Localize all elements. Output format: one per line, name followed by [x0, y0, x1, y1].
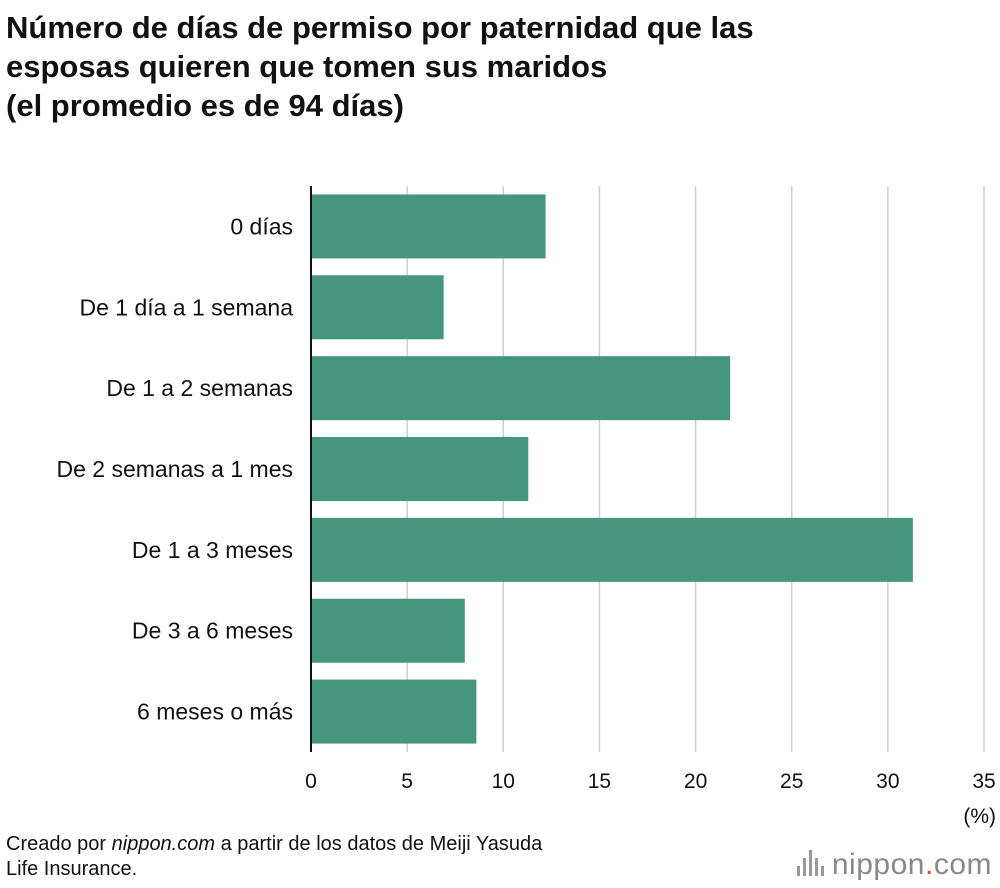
bar-1: [311, 194, 546, 259]
bar-2: [311, 275, 444, 340]
x-tick-label-0: 0: [305, 770, 317, 793]
bar-5: [311, 517, 913, 582]
x-tick-label-10: 10: [492, 770, 515, 793]
source-line-2: Life Insurance.: [6, 858, 138, 880]
logo-tld: com: [933, 848, 992, 881]
bar-3: [311, 356, 731, 421]
title-line-3: (el promedio es de 94 días): [6, 88, 404, 123]
category-label-1: 0 días: [230, 213, 293, 239]
source-site: nippon.com: [111, 833, 216, 855]
category-label-2: De 1 día a 1 semana: [79, 294, 293, 320]
bar-4: [311, 437, 529, 501]
bar-6: [311, 598, 465, 663]
category-label-5: De 1 a 3 meses: [132, 537, 293, 563]
logo-bars-icon: [796, 850, 824, 876]
logo-dot: .: [924, 848, 934, 881]
title-line-1: Número de días de permiso por paternidad…: [6, 10, 754, 45]
bar-7: [311, 679, 477, 744]
title-line-2: esposas quieren que tomen sus maridos: [6, 49, 608, 84]
nippon-logo: nippon. com: [796, 848, 992, 882]
source-prefix: Creado por: [6, 833, 112, 855]
x-tick-label-30: 30: [876, 770, 899, 793]
x-tick-label-5: 5: [401, 770, 413, 793]
chart-title: Número de días de permiso por paternidad…: [6, 8, 986, 125]
category-label-3: De 1 a 2 semanas: [106, 375, 293, 401]
category-label-4: De 2 semanas a 1 mes: [56, 456, 293, 482]
unit-label: (%): [963, 805, 996, 828]
source-line-1: Creado por nippon.com a partir de los da…: [6, 832, 542, 857]
x-tick-label-15: 15: [588, 770, 611, 793]
logo-name: nippon: [831, 848, 925, 881]
category-label-6: De 3 a 6 meses: [132, 618, 293, 644]
x-tick-label-25: 25: [780, 770, 803, 793]
source-note: Creado por nippon.com a partir de los da…: [6, 832, 542, 882]
x-tick-label-20: 20: [684, 770, 707, 793]
x-tick-label-35: 35: [972, 770, 995, 793]
source-suffix: a partir de los datos de Meiji Yasuda: [215, 833, 543, 855]
category-label-7: 6 meses o más: [137, 699, 293, 725]
